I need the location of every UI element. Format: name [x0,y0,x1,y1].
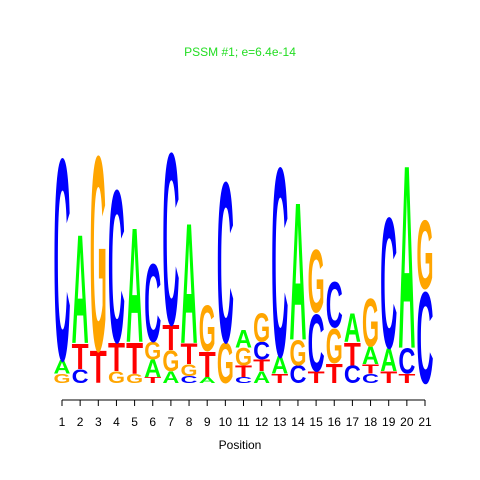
logo-letter: C [217,134,234,391]
logo-letter: A [144,356,161,383]
logo-letter: G [362,284,379,361]
logo-letter: C [144,242,161,366]
logo-letter: C [398,341,415,382]
x-tick-label: 5 [131,415,138,429]
x-tick-label: 20 [400,415,414,429]
logo-letter: A [344,306,361,351]
x-tick-label: 2 [77,415,84,429]
x-tick-label: 7 [168,415,175,429]
x-tick-label: 14 [291,415,305,429]
logo-letter: T [344,337,361,373]
logo-letter: G [235,344,252,371]
logo-letter: T [380,369,397,387]
logo-letter: G [308,230,325,331]
logo-letter: C [72,365,89,387]
logo-letter: A [380,343,397,379]
x-tick-label: 9 [204,415,211,429]
logo-letter: C [344,362,361,389]
logo-letter: T [398,372,415,387]
x-tick-label: 11 [237,415,250,429]
logo-letter: A [181,189,198,381]
logo-letter: A [54,356,71,378]
x-tick-label: 1 [59,415,66,429]
logo-letter: C [235,376,252,385]
logo-letter: G [126,372,143,387]
logo-letter: G [54,372,71,387]
x-tick-label: 16 [328,415,342,429]
logo-letter: C [362,372,379,387]
logo-letter: T [199,344,216,385]
logo-letter: G [326,320,343,375]
logo-letter: G [181,362,198,380]
logo-letter: C [181,374,198,385]
logo-letter: A [271,352,288,379]
logo-letter: A [72,202,89,377]
logo-letter: G [144,338,161,365]
logo-letter: T [362,362,379,377]
logo-letter: T [126,334,143,384]
logo-letter: C [271,111,288,414]
logo-letter: G [289,332,306,373]
x-tick-label: 17 [346,415,360,429]
logo-letter: C [54,100,71,421]
logo-letter: T [162,317,179,358]
logo-letter: C [380,179,397,388]
x-tick-label: 13 [273,415,287,429]
x-tick-label: 12 [255,415,269,429]
logo-letter: A [253,369,270,387]
logo-letter: T [235,363,252,381]
logo-letter: C [289,362,306,389]
x-tick-label: 4 [113,415,120,429]
x-tick-label: 18 [364,415,378,429]
logo-letter: C [417,265,434,411]
logo-letter: T [72,336,89,377]
x-axis-label: Position [219,438,262,452]
logo-letter: C [326,269,343,342]
logo-letter: T [253,357,270,375]
logo-letter: T [90,342,107,393]
logo-letter: T [271,372,288,387]
logo-letter: C [162,103,179,377]
x-tick-label: 21 [418,415,432,429]
chart-title: PSSM #1; e=6.4e-14 [184,45,296,59]
logo-letter: G [108,369,125,387]
logo-letter: T [308,369,325,387]
logo-letter: A [235,326,252,353]
x-tick-label: 19 [382,415,396,429]
logo-letter: T [144,376,161,385]
logo-letter: C [253,338,270,365]
logo-letter: A [398,111,415,404]
logo-letter: G [199,293,216,366]
logo-letter: T [326,357,343,389]
logo-letter: T [181,338,199,371]
logo-letter: A [162,369,179,387]
logo-letter: A [126,193,143,376]
logo-letter: A [362,343,379,370]
x-tick-label: 10 [219,415,233,429]
logo-letter: C [108,145,125,388]
logo-letter: G [90,98,107,409]
logo-letter: G [253,306,270,351]
logo-letter: A [199,376,216,385]
logo-letter: G [417,201,434,311]
x-tick-label: 15 [309,415,323,429]
logo-letter: G [162,345,179,378]
logo-letter: C [308,297,325,389]
logo-letter: A [289,161,306,381]
logo-letter: G [217,332,234,396]
x-tick-label: 3 [95,415,102,429]
logo-letter: T [108,336,125,381]
x-tick-label: 8 [186,415,193,429]
x-tick-label: 6 [149,415,156,429]
